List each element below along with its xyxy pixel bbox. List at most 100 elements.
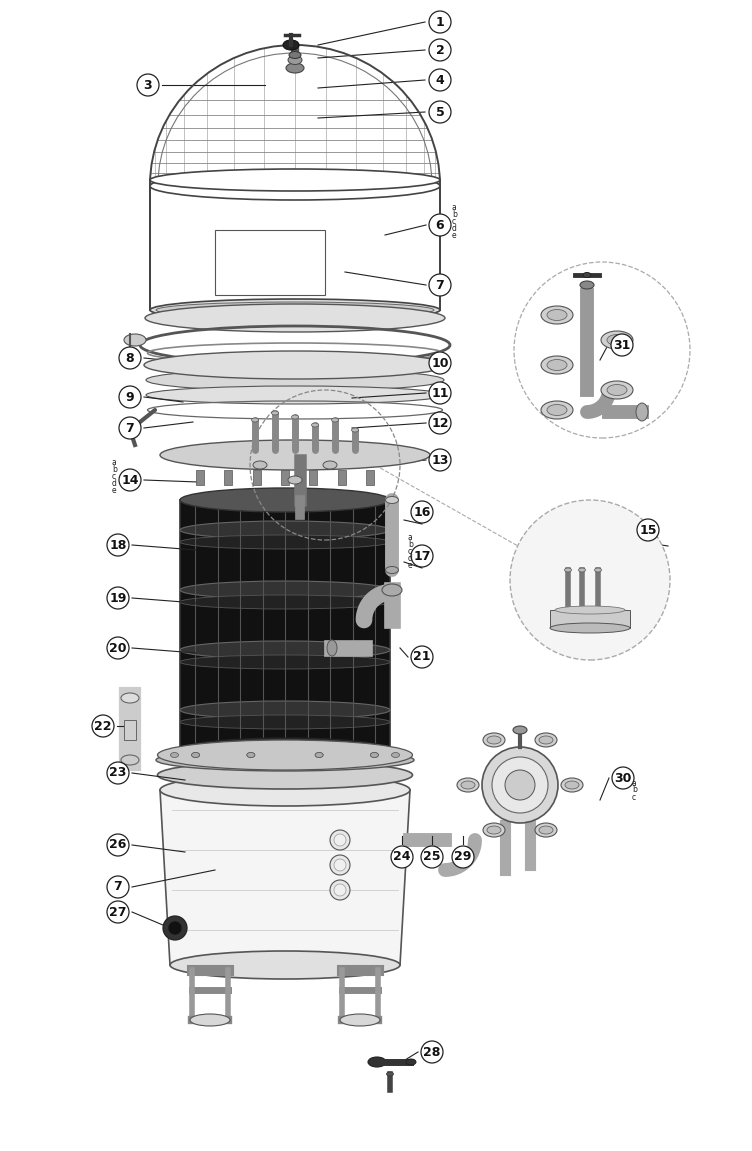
- Ellipse shape: [555, 605, 625, 613]
- Circle shape: [411, 546, 433, 567]
- Text: 18: 18: [109, 539, 126, 551]
- Text: c: c: [632, 793, 636, 801]
- Ellipse shape: [541, 306, 573, 323]
- Bar: [309, 470, 317, 485]
- Text: 15: 15: [639, 524, 656, 536]
- Ellipse shape: [253, 462, 267, 468]
- Text: 3: 3: [144, 78, 153, 91]
- Text: 8: 8: [126, 351, 135, 365]
- Circle shape: [411, 501, 433, 523]
- Circle shape: [611, 334, 633, 356]
- Ellipse shape: [145, 304, 445, 331]
- Ellipse shape: [406, 1059, 416, 1065]
- Ellipse shape: [327, 640, 337, 656]
- Text: 16: 16: [414, 505, 431, 518]
- Ellipse shape: [561, 778, 583, 792]
- Ellipse shape: [180, 581, 390, 599]
- Circle shape: [168, 921, 182, 935]
- Text: 19: 19: [109, 592, 126, 604]
- Bar: [550, 610, 630, 628]
- Bar: [338, 470, 346, 485]
- Text: 26: 26: [109, 838, 126, 852]
- Bar: [281, 470, 289, 485]
- Text: 27: 27: [109, 906, 127, 918]
- Text: 7: 7: [114, 881, 123, 893]
- Ellipse shape: [323, 462, 337, 468]
- Ellipse shape: [535, 733, 557, 747]
- Text: 30: 30: [614, 771, 632, 785]
- Ellipse shape: [288, 477, 302, 485]
- Ellipse shape: [124, 334, 146, 346]
- Bar: [180, 500, 390, 750]
- Text: 1: 1: [435, 15, 444, 29]
- Ellipse shape: [547, 310, 567, 320]
- Ellipse shape: [292, 416, 299, 419]
- Text: b: b: [452, 209, 457, 219]
- Ellipse shape: [607, 384, 627, 396]
- Text: 7: 7: [435, 279, 444, 291]
- Ellipse shape: [121, 755, 139, 765]
- Circle shape: [429, 39, 451, 61]
- Ellipse shape: [578, 567, 586, 572]
- Text: 17: 17: [414, 549, 431, 563]
- Ellipse shape: [368, 1057, 386, 1067]
- Ellipse shape: [157, 740, 413, 770]
- Ellipse shape: [332, 418, 338, 422]
- Circle shape: [334, 859, 346, 871]
- Ellipse shape: [283, 40, 299, 49]
- Ellipse shape: [192, 753, 199, 757]
- Ellipse shape: [601, 331, 633, 349]
- Ellipse shape: [146, 369, 444, 391]
- Circle shape: [505, 770, 535, 800]
- Text: 24: 24: [393, 851, 411, 863]
- Circle shape: [429, 274, 451, 296]
- Ellipse shape: [150, 299, 440, 321]
- Circle shape: [421, 1041, 443, 1064]
- Ellipse shape: [180, 641, 390, 660]
- Ellipse shape: [180, 521, 390, 539]
- Circle shape: [510, 500, 670, 660]
- Ellipse shape: [539, 735, 553, 744]
- Ellipse shape: [146, 386, 444, 404]
- Circle shape: [429, 69, 451, 91]
- Bar: [196, 470, 204, 485]
- Circle shape: [330, 881, 350, 900]
- Ellipse shape: [487, 735, 501, 744]
- Text: 12: 12: [431, 417, 449, 429]
- Circle shape: [330, 855, 350, 875]
- Circle shape: [119, 468, 141, 491]
- Text: 14: 14: [121, 473, 139, 487]
- Ellipse shape: [371, 753, 378, 757]
- Text: 20: 20: [109, 641, 127, 655]
- Ellipse shape: [180, 595, 390, 609]
- Circle shape: [429, 12, 451, 33]
- Text: 9: 9: [126, 390, 135, 404]
- Ellipse shape: [547, 404, 567, 416]
- Ellipse shape: [539, 826, 553, 834]
- Ellipse shape: [550, 623, 630, 633]
- Ellipse shape: [144, 351, 446, 379]
- Ellipse shape: [160, 773, 410, 806]
- Ellipse shape: [315, 753, 323, 757]
- Circle shape: [429, 214, 451, 236]
- Text: a: a: [408, 533, 413, 541]
- Ellipse shape: [583, 273, 591, 277]
- Text: c: c: [452, 216, 456, 226]
- Ellipse shape: [247, 753, 255, 757]
- Ellipse shape: [170, 951, 400, 980]
- Ellipse shape: [461, 782, 475, 788]
- Ellipse shape: [340, 1014, 380, 1026]
- Circle shape: [391, 846, 413, 868]
- Text: 4: 4: [435, 74, 444, 86]
- Circle shape: [119, 346, 141, 369]
- Ellipse shape: [487, 826, 501, 834]
- Circle shape: [119, 386, 141, 407]
- Text: 13: 13: [432, 453, 449, 466]
- Ellipse shape: [387, 1072, 393, 1076]
- Ellipse shape: [513, 726, 527, 734]
- Ellipse shape: [601, 381, 633, 399]
- Circle shape: [92, 715, 114, 737]
- Text: b: b: [112, 465, 117, 473]
- Circle shape: [107, 834, 129, 856]
- Ellipse shape: [150, 169, 440, 191]
